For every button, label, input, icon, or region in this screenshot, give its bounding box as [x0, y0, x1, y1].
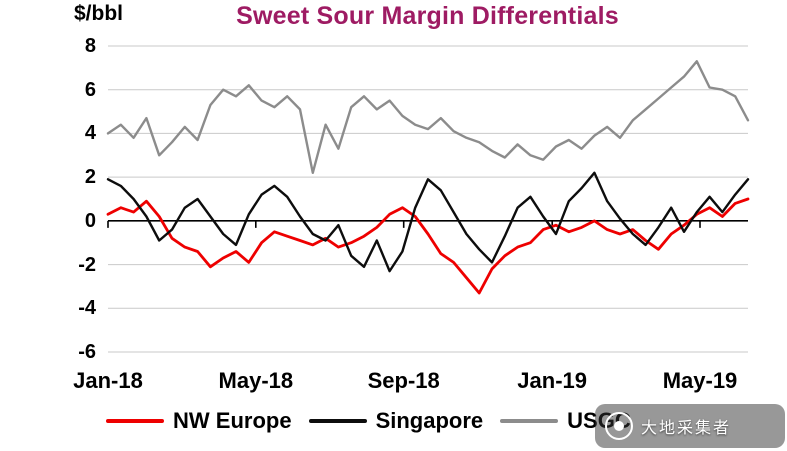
y-tick-label: -4	[78, 297, 96, 320]
y-axis-unit-label: $/bbl	[74, 2, 124, 25]
watermark-text: 大地采集者	[641, 420, 732, 437]
y-tick-label: 8	[84, 35, 96, 57]
series-line-usgc	[106, 60, 750, 175]
x-tick-label: Jan-18	[73, 368, 143, 393]
y-axis-tick-labels: 8 6 4 2 0 -2 -4 -6	[36, 0, 96, 451]
series-line-nw-europe	[106, 197, 750, 295]
chart-legend: NW EuropeSingaporeUSGC	[106, 408, 648, 434]
y-tick-label: 4	[84, 122, 96, 145]
x-tick-label: May-18	[218, 368, 294, 393]
x-tick-label: May-19	[662, 368, 738, 393]
legend-label-singapore: Singapore	[375, 408, 484, 433]
legend-swatch-singapore	[308, 419, 367, 423]
chart-title: Sweet Sour Margin Differentials	[236, 2, 619, 30]
y-tick-label: 2	[84, 166, 96, 189]
legend-label-nw-europe: NW Europe	[173, 408, 292, 433]
x-tick-label: Jan-19	[517, 368, 588, 393]
x-axis-tick-labels: Jan-18 May-18 Sep-18 Jan-19 May-19	[0, 368, 787, 398]
y-tick-label: 6	[84, 78, 96, 101]
x-tick-label: Sep-18	[367, 368, 440, 393]
y-tick-label: -2	[78, 253, 96, 276]
y-tick-label: 0	[84, 209, 96, 232]
legend-swatch-usgc	[500, 419, 559, 423]
legend-swatch-nw-europe	[106, 419, 164, 423]
watermark-logo-icon	[605, 412, 633, 440]
series-line-singapore	[106, 171, 750, 273]
y-tick-label: -6	[78, 341, 96, 363]
watermark-badge: 大地采集者	[595, 404, 785, 448]
